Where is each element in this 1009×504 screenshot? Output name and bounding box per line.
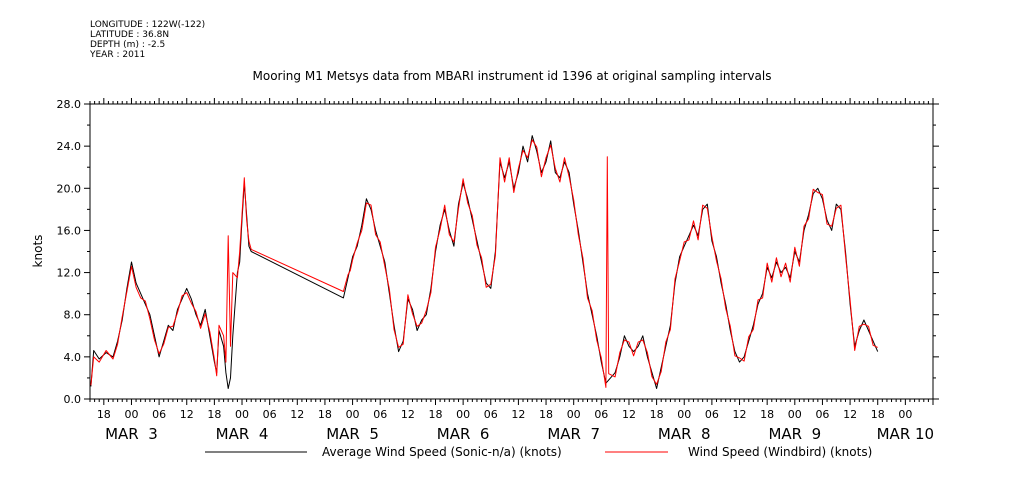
longitude-text: LONGITUDE : 122W(-122) — [90, 20, 206, 30]
x-tick-label: 00 — [456, 408, 470, 421]
series-layer — [90, 135, 879, 389]
y-tick-label: 12.0 — [57, 267, 82, 280]
x-tick-label: 12 — [843, 408, 857, 421]
x-tick-label: 18 — [650, 408, 664, 421]
depth-text: DEPTH (m) : -2.5 — [90, 40, 166, 50]
series-line-1 — [90, 135, 879, 389]
chart-title: Mooring M1 Metsys data from MBARI instru… — [253, 69, 772, 83]
x-tick-label: 06 — [705, 408, 719, 421]
x-tick-label: 12 — [401, 408, 415, 421]
x-date-label: MAR 7 — [547, 425, 600, 443]
x-date-label: MAR 3 — [105, 425, 158, 443]
plot-frame — [89, 103, 934, 400]
x-tick-label: 06 — [373, 408, 387, 421]
legend: Average Wind Speed (Sonic-n/a) (knots) Wi… — [205, 445, 872, 459]
y-tick-label: 28.0 — [57, 98, 82, 111]
x-tick-label: 00 — [788, 408, 802, 421]
x-tick-label: 00 — [898, 408, 912, 421]
x-date-label: MAR 5 — [326, 425, 379, 443]
x-date-label: MAR 8 — [658, 425, 711, 443]
x-date-label: MAR 10 — [877, 425, 934, 443]
latitude-text: LATITUDE : 36.8N — [90, 30, 170, 40]
x-tick-label: 18 — [207, 408, 221, 421]
x-tick-label: 12 — [290, 408, 304, 421]
y-tick-label: 20.0 — [57, 182, 82, 195]
y-tick-label: 16.0 — [57, 224, 82, 237]
y-axis-label: knots — [31, 235, 45, 268]
legend-label-2: Wind Speed (Windbird) (knots) — [688, 445, 872, 459]
x-tick-label: 00 — [346, 408, 360, 421]
x-tick-label: 06 — [263, 408, 277, 421]
x-tick-label: 18 — [871, 408, 885, 421]
x-tick-label: 12 — [511, 408, 525, 421]
x-tick-label: 00 — [567, 408, 581, 421]
x-date-label: MAR 9 — [768, 425, 821, 443]
y-axis-ticks: 0.0 4.0 8.0 12.0 16.0 20.0 24.0 28.0 — [57, 98, 939, 406]
y-tick-label: 0.0 — [64, 393, 82, 406]
x-tick-label: 18 — [760, 408, 774, 421]
x-tick-label: 18 — [428, 408, 442, 421]
y-tick-label: 24.0 — [57, 140, 82, 153]
x-tick-label: 06 — [484, 408, 498, 421]
legend-label-1: Average Wind Speed (Sonic-n/a) (knots) — [322, 445, 562, 459]
x-tick-label: 18 — [539, 408, 553, 421]
x-tick-label: 12 — [733, 408, 747, 421]
x-tick-label: 06 — [815, 408, 829, 421]
x-tick-label: 12 — [180, 408, 194, 421]
x-tick-label: 18 — [318, 408, 332, 421]
x-tick-label: 18 — [97, 408, 111, 421]
x-tick-label: 00 — [235, 408, 249, 421]
x-tick-label: 00 — [677, 408, 691, 421]
x-tick-label: 06 — [152, 408, 166, 421]
x-tick-label: 06 — [594, 408, 608, 421]
station-metadata: LONGITUDE : 122W(-122) LATITUDE : 36.8N … — [90, 20, 205, 60]
x-tick-label: 00 — [124, 408, 138, 421]
x-axis-ticks: 18 00 06 12 18 00 06 12 18 00 06 12 18 00 06 12 18 00 06 12… — [89, 98, 934, 443]
y-tick-label: 4.0 — [64, 351, 82, 364]
y-tick-label: 8.0 — [64, 309, 82, 322]
x-tick-label: 12 — [622, 408, 636, 421]
x-date-label: MAR 6 — [437, 425, 490, 443]
x-date-label: MAR 4 — [216, 425, 269, 443]
year-text: YEAR : 2011 — [90, 50, 146, 60]
series-line-2 — [90, 139, 878, 388]
